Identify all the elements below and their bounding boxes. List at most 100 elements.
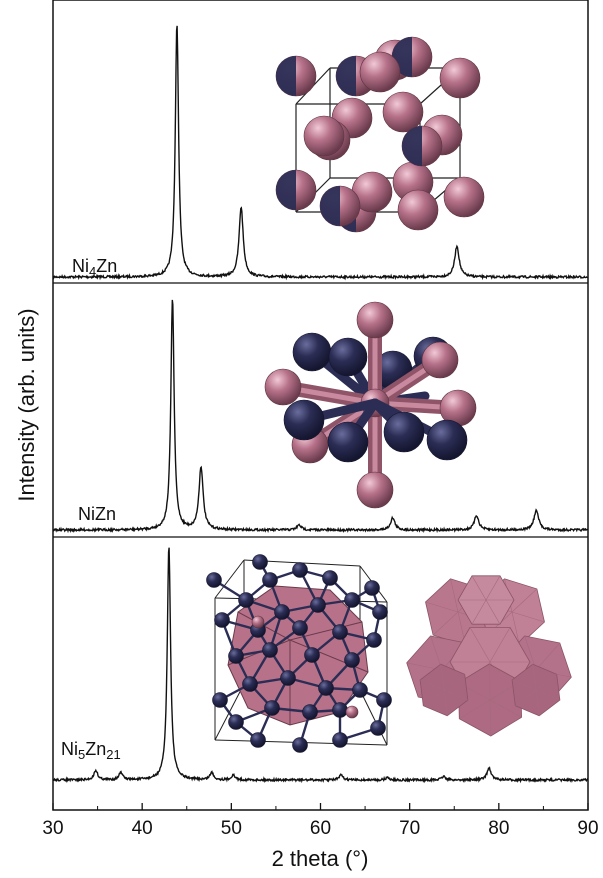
series-line-Ni5Zn21: [53, 547, 588, 784]
fcc-structure-illustration: [275, 36, 485, 233]
atom-gamma-27: [332, 732, 348, 748]
x-tick-label: 50: [221, 818, 242, 839]
bcc-structure-illustration: [264, 301, 477, 509]
atom-bcc-pink-2: [264, 368, 302, 406]
poly-bottom-left-facet: [419, 679, 445, 691]
series-line-NiZn: [53, 299, 588, 534]
y-axis-label: Intensity (arb. units): [14, 308, 39, 501]
poly-bottom-right-facet: [535, 689, 540, 716]
atom-gamma-9: [332, 624, 348, 640]
atom-gamma-16: [318, 680, 334, 696]
atom-gamma-20: [332, 702, 348, 718]
poly-bottom-left-facet: [440, 664, 445, 691]
x-tick-label: 90: [577, 818, 598, 839]
poly-bottom-right-facet: [515, 689, 537, 706]
atom-fcc-17-navy-half: [402, 126, 422, 166]
atom-gamma-3: [344, 592, 360, 608]
atom-bcc-navy-back-0: [292, 332, 332, 372]
atom-bcc-pink-5: [421, 341, 459, 379]
series-line-Ni4Zn: [53, 25, 588, 281]
poly-top-center-facet: [471, 575, 487, 601]
atom-fcc-9: [275, 55, 317, 97]
atom-gamma-pink-2: [345, 705, 359, 719]
atom-gamma-28: [228, 714, 244, 730]
atom-fcc-16: [303, 115, 345, 157]
cell-edge: [214, 559, 245, 599]
poly-bottom-facet: [459, 699, 491, 719]
atom-fcc-11: [275, 169, 317, 211]
atom-fcc-10: [359, 51, 401, 93]
atom-bcc-pink-1: [356, 471, 394, 509]
atom-bcc-navy-front-2: [383, 411, 425, 453]
label-nizn: NiZn: [78, 504, 116, 524]
atom-fcc-18-navy-half: [320, 186, 340, 226]
atom-gamma-11: [262, 642, 278, 658]
poly-bottom-right-facet: [511, 679, 537, 691]
atom-gamma-24: [376, 692, 392, 708]
atom-gamma-22: [372, 604, 388, 620]
atom-fcc-18: [319, 185, 361, 227]
poly-mid-right-facet: [535, 642, 561, 671]
atom-bcc-navy-back-1: [328, 337, 368, 377]
poly-top-right-facet: [511, 588, 538, 613]
atom-bcc-navy-front-0: [283, 399, 325, 441]
atom-fcc-11-navy-half: [276, 170, 296, 210]
atom-bcc-navy-front-1: [327, 421, 369, 463]
atom-fcc-15: [443, 176, 485, 218]
atom-fcc-5: [382, 91, 424, 133]
poly-center-facet: [469, 627, 491, 663]
poly-bottom-left-facet: [423, 689, 445, 706]
atom-gamma-32: [364, 580, 380, 596]
atom-gamma-26: [292, 737, 308, 753]
poly-top-left-facet: [432, 611, 459, 636]
atom-gamma-4: [238, 592, 254, 608]
x-axis-label: 2 theta (°): [272, 846, 369, 871]
poly-top-left-facet: [450, 578, 459, 613]
poly-bottom-right-facet: [535, 674, 557, 691]
atom-gamma-33: [370, 720, 386, 736]
atom-gamma-29: [366, 632, 382, 648]
poly-bottom-right-facet: [532, 664, 537, 691]
atom-gamma-23: [212, 692, 228, 708]
atom-gamma-17: [352, 682, 368, 698]
atom-fcc-6-navy-half: [336, 56, 356, 96]
atom-gamma-14: [242, 676, 258, 692]
atom-gamma-6: [274, 604, 290, 620]
x-tick-label: 30: [42, 818, 63, 839]
poly-bottom-right-facet: [535, 689, 561, 701]
poly-top-center-facet: [485, 575, 501, 601]
atom-gamma-25: [250, 732, 266, 748]
poly-center-facet: [489, 627, 511, 663]
atom-gamma-8: [292, 620, 308, 636]
atom-gamma-pink-1: [251, 615, 265, 629]
x-tick-label: 40: [132, 818, 153, 839]
x-axis-ticks: 30 40 50 60 70 80 90: [42, 803, 599, 839]
x-tick-label: 70: [399, 818, 420, 839]
atom-gamma-15: [280, 670, 296, 686]
atom-fcc-17: [401, 125, 443, 167]
atom-fcc-9-navy-half: [276, 56, 296, 96]
atom-gamma-19: [302, 704, 318, 720]
atom-gamma-12: [304, 647, 320, 663]
poly-bottom-left-facet: [443, 674, 465, 691]
poly-bottom-left-facet: [443, 689, 448, 716]
polyhedra-illustration: [406, 575, 572, 737]
atom-bcc-pink-0: [356, 301, 394, 339]
cell-edge: [359, 689, 388, 746]
label-ni4zn: Ni4Zn: [72, 256, 117, 279]
atom-gamma-18: [264, 700, 280, 716]
poly-bottom-facet: [489, 699, 492, 737]
gamma-brass-cluster-illustration: [206, 554, 392, 753]
atom-bcc-navy-front-3: [426, 419, 468, 461]
spectra-group: [53, 25, 588, 784]
poly-bottom-left-facet: [443, 689, 469, 701]
atom-gamma-5: [310, 597, 326, 613]
poly-bottom-facet: [488, 663, 491, 701]
poly-top-center-facet: [485, 599, 501, 625]
label-ni5zn21: Ni5Zn21: [61, 739, 121, 762]
atom-gamma-0: [262, 572, 278, 588]
atom-gamma-30: [206, 572, 222, 588]
atom-gamma-1: [292, 562, 308, 578]
poly-top-left-facet: [425, 601, 459, 613]
